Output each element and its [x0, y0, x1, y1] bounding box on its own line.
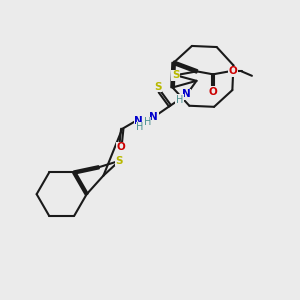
- Text: O: O: [116, 142, 125, 152]
- Text: N: N: [149, 112, 158, 122]
- Text: O: O: [209, 87, 218, 97]
- Text: N: N: [182, 89, 190, 99]
- Text: H: H: [144, 117, 151, 128]
- Text: H: H: [176, 95, 183, 105]
- Text: S: S: [116, 156, 123, 166]
- Text: S: S: [172, 70, 179, 80]
- Text: H: H: [136, 122, 144, 132]
- Text: N: N: [134, 116, 143, 126]
- Text: S: S: [154, 82, 162, 92]
- Text: O: O: [228, 66, 237, 76]
